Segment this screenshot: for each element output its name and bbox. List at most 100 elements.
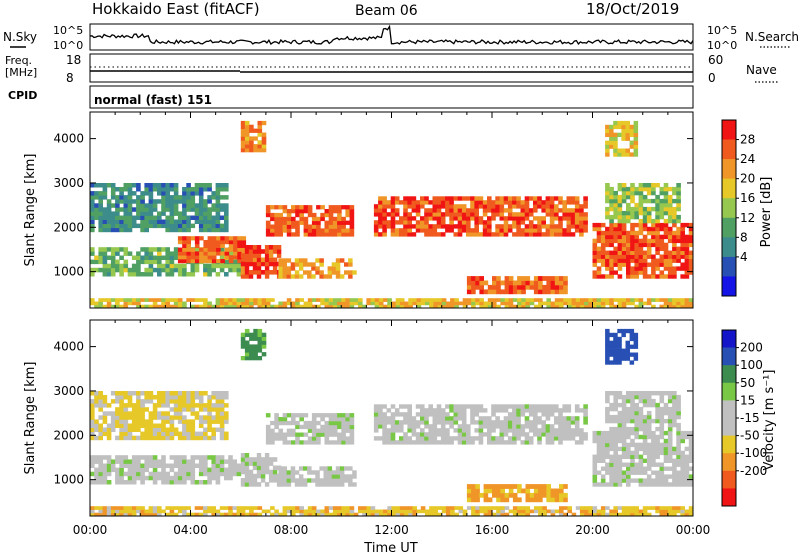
velocity-echo-cell-11 xyxy=(567,506,572,510)
velocity-echo-cell-7 xyxy=(651,454,656,459)
power-echo-cell-12 xyxy=(177,298,183,302)
velocity-echo-cell-5 xyxy=(161,391,166,396)
power-echo-cell-7 xyxy=(546,289,551,295)
power-echo-cell-12 xyxy=(425,298,430,302)
power-echo-cell-11 xyxy=(633,128,639,134)
power-echo-cell-8 xyxy=(651,230,656,236)
power-echo-cell-9 xyxy=(642,198,648,204)
velocity-echo-cell-7 xyxy=(617,446,623,452)
velocity-echo-cell-0 xyxy=(177,467,183,473)
power-echo-cell-8 xyxy=(596,246,602,251)
velocity-echo-cell-6 xyxy=(492,488,497,494)
power-echo-cell-12 xyxy=(433,301,438,306)
power-echo-cell-6 xyxy=(219,223,225,229)
power-echo-cell-12 xyxy=(228,301,233,306)
velocity-echo-cell-0 xyxy=(203,459,208,464)
velocity-echo-cell-11 xyxy=(303,509,309,514)
velocity-echo-cell-2 xyxy=(341,417,346,422)
power-echo-cell-5 xyxy=(545,204,551,209)
power-echo-cell-12 xyxy=(554,304,560,309)
power-echo-cell-8 xyxy=(680,266,685,271)
power-echo-cell-1 xyxy=(228,240,234,245)
power-echo-cell-12 xyxy=(324,298,330,302)
power-echo-cell-10 xyxy=(240,132,246,137)
power-echo-cell-0 xyxy=(90,251,95,256)
power-echo-cell-9 xyxy=(613,202,618,208)
power-echo-cell-8 xyxy=(596,230,602,236)
velocity-echo-cell-3 xyxy=(335,478,341,483)
velocity-echo-cell-11 xyxy=(450,512,455,517)
velocity-echo-cell-11 xyxy=(98,512,103,517)
power-echo-cell-9 xyxy=(634,202,639,208)
power-echo-cell-5 xyxy=(436,204,442,209)
velocity-echo-cell-5 xyxy=(115,391,120,396)
power-echo-cell-4 xyxy=(278,266,283,271)
velocity-echo-cell-7 xyxy=(676,474,681,479)
velocity-echo-cell-11 xyxy=(102,512,108,517)
velocity-echo-cell-5 xyxy=(102,403,108,408)
power-echo-cell-12 xyxy=(240,301,246,306)
velocity-echo-cell-7 xyxy=(651,470,656,475)
velocity-echo-cell-11 xyxy=(106,509,112,514)
velocity-echo-cell-5 xyxy=(148,423,154,428)
velocity-echo-cell-6 xyxy=(479,492,484,498)
velocity-echo-cell-0 xyxy=(203,480,208,485)
velocity-echo-cell-5 xyxy=(219,431,225,437)
velocity-echo-cell-11 xyxy=(508,509,514,514)
power-echo-cell-5 xyxy=(428,216,433,221)
power-echo-cell-5 xyxy=(528,196,534,201)
velocity-echo-cell-11 xyxy=(110,509,116,514)
velocity-echo-cell-4 xyxy=(461,404,467,409)
velocity-echo-cell-6 xyxy=(471,497,476,503)
power-echo-cell-8 xyxy=(638,258,644,263)
velocity-echo-cell-2 xyxy=(299,413,304,418)
power-echo-cell-1 xyxy=(207,251,213,256)
power-echo-cell-8 xyxy=(659,274,665,279)
velocity-echo-cell-3 xyxy=(319,466,324,471)
power-echo-cell-6 xyxy=(148,199,154,204)
velocity-echo-cell-4 xyxy=(507,420,513,425)
power-echo-cell-1 xyxy=(186,243,191,248)
power-echo-cell-5 xyxy=(424,200,429,205)
power-echo-cell-5 xyxy=(382,196,387,201)
power-echo-cell-9 xyxy=(626,194,631,200)
power-echo-cell-4 xyxy=(348,270,353,275)
velocity-echo-cell-4 xyxy=(512,440,517,445)
velocity-echo-cell-0 xyxy=(228,467,233,473)
power-echo-cell-6 xyxy=(215,227,221,233)
power-echo-cell-3 xyxy=(303,228,309,233)
velocity-echo-cell-4 xyxy=(554,428,559,433)
power-echo-cell-5 xyxy=(382,208,387,213)
velocity-echo-cell-7 xyxy=(613,458,618,463)
power-echo-cell-9 xyxy=(659,210,665,216)
power-echo-cell-5 xyxy=(420,216,425,221)
power-echo-cell-12 xyxy=(278,304,283,309)
power-echo-cell-11 xyxy=(625,152,630,157)
velocity-echo-cell-4 xyxy=(457,408,463,413)
power-echo-cell-8 xyxy=(638,222,644,228)
power-echo-cell-9 xyxy=(630,210,635,216)
power-echo-cell-12 xyxy=(592,304,598,309)
velocity-echo-cell-5 xyxy=(161,431,166,437)
power-echo-cell-12 xyxy=(416,304,422,309)
velocity-echo-cell-5 xyxy=(190,403,196,408)
velocity-echo-cell-4 xyxy=(428,412,433,417)
velocity-echo-cell-3 xyxy=(307,470,312,475)
velocity-echo-cell-5 xyxy=(106,435,112,441)
velocity-echo-cell-11 xyxy=(600,509,606,514)
power-echo-cell-11 xyxy=(625,136,630,141)
power-echo-cell-12 xyxy=(588,298,593,302)
power-echo-cell-2 xyxy=(244,261,250,267)
velocity-echo-cell-0 xyxy=(136,455,141,460)
velocity-echo-cell-11 xyxy=(592,509,598,514)
power-echo-cell-0 xyxy=(102,247,108,252)
velocity-echo-cell-8 xyxy=(667,418,673,424)
velocity-echo-cell-7 xyxy=(596,482,602,487)
velocity-echo-cell-7 xyxy=(659,470,665,475)
power-echo-cell-12 xyxy=(307,301,313,306)
velocity-echo-cell-7 xyxy=(680,454,685,459)
power-echo-cell-6 xyxy=(215,223,221,229)
power-echo-cell-7 xyxy=(471,289,476,295)
velocity-echo-cell-11 xyxy=(102,509,108,514)
power-echo-cell-10 xyxy=(261,144,267,149)
